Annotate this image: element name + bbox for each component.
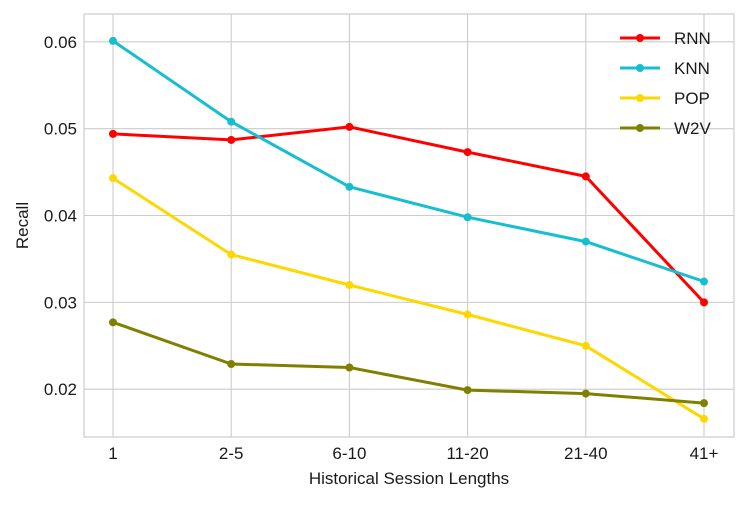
data-point-pop (700, 414, 708, 423)
data-point-w2v (109, 318, 117, 327)
data-point-pop (345, 280, 354, 289)
y-tick-label: 0.05 (44, 120, 77, 139)
legend-label-w2v: W2V (674, 119, 712, 138)
data-point-pop (109, 174, 117, 183)
y-tick-label: 0.02 (44, 380, 77, 399)
data-point-knn (700, 277, 708, 286)
legend-item-rnn: RNN (620, 29, 711, 48)
series-line-w2v (111, 320, 706, 405)
data-point-pop (463, 310, 472, 319)
legend-item-pop: POP (620, 89, 710, 108)
legend-marker-w2v (636, 124, 644, 132)
data-point-rnn (109, 129, 117, 138)
series-line-rnn (111, 125, 706, 304)
x-axis-title: Historical Session Lengths (309, 469, 509, 488)
legend: RNN KNN POP W2V (620, 29, 712, 138)
data-point-w2v (345, 363, 354, 372)
y-axis-title: Recall (13, 202, 32, 249)
data-point-rnn (700, 298, 708, 307)
series-line-pop (111, 176, 706, 421)
x-tick-label: 6-10 (332, 444, 366, 463)
data-point-knn (345, 182, 354, 191)
series-layer (109, 36, 708, 423)
x-tick-label: 2-5 (219, 444, 244, 463)
data-point-pop (581, 341, 590, 350)
x-tick-label: 11-20 (446, 444, 488, 463)
data-point-w2v (581, 389, 590, 398)
legend-marker-rnn (636, 34, 644, 42)
legend-item-w2v: W2V (620, 119, 712, 138)
series-w2v (109, 318, 708, 408)
legend-label-rnn: RNN (674, 29, 711, 48)
legend-item-knn: KNN (620, 59, 710, 78)
data-point-w2v (227, 360, 236, 369)
data-point-w2v (463, 386, 472, 395)
x-tick-label: 41+ (690, 444, 719, 463)
data-point-rnn (463, 148, 472, 157)
legend-label-knn: KNN (674, 59, 710, 78)
y-tick-label: 0.06 (44, 33, 77, 52)
data-point-pop (227, 250, 236, 259)
plot-area (83, 13, 735, 438)
data-point-rnn (345, 122, 354, 131)
y-tick-label: 0.04 (44, 207, 77, 226)
y-tick-labels: 0.02 0.03 0.04 0.05 0.06 (44, 33, 77, 399)
series-pop (109, 174, 708, 423)
series-rnn (109, 122, 708, 307)
legend-label-pop: POP (674, 89, 710, 108)
data-point-knn (109, 36, 117, 45)
data-point-knn (227, 117, 236, 126)
data-point-rnn (227, 135, 236, 144)
legend-marker-pop (636, 94, 644, 102)
x-tick-label: 21-40 (564, 444, 607, 463)
y-tick-label: 0.03 (44, 293, 77, 312)
data-point-knn (463, 213, 472, 222)
series-knn (109, 36, 708, 286)
data-point-knn (581, 237, 590, 246)
series-line-knn (111, 39, 706, 283)
data-point-rnn (581, 172, 590, 181)
x-tick-label: 1 (108, 444, 117, 463)
legend-marker-knn (636, 64, 644, 72)
x-tick-labels: 1 2-5 6-10 11-20 21-40 41+ (108, 444, 718, 463)
data-point-w2v (700, 399, 708, 408)
